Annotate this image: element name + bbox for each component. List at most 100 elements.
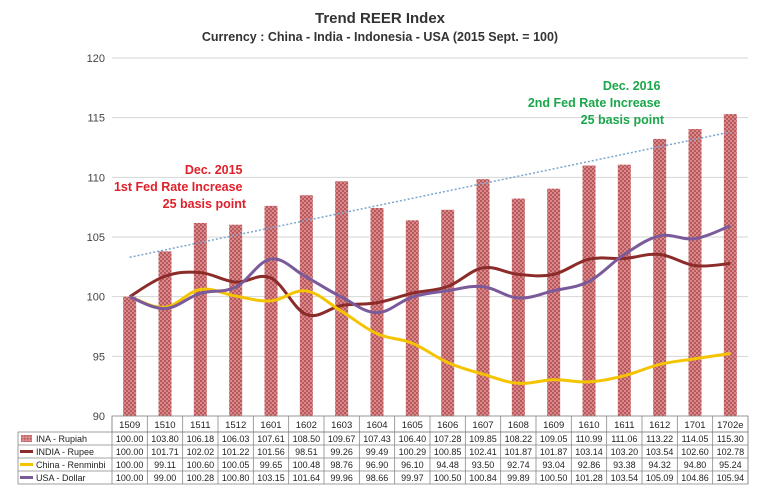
line-china-renminbi [129,287,731,385]
table-value: 92.74 [507,460,530,470]
x-tick-label: 1510 [154,420,175,431]
bar-1512 [229,224,243,416]
table-value: 100.80 [222,473,250,483]
table-value: 100.85 [434,447,462,457]
table-value: 101.22 [222,447,250,457]
table-value: 106.40 [399,434,427,444]
bar-1611 [617,164,631,416]
table-value: 96.10 [401,460,424,470]
annotation-dec-2016: Dec. 2016 2nd Fed Rate Increase 25 basis… [528,79,665,127]
annotation-dec-2015-line3: 25 basis point [163,197,247,211]
bar-1701 [688,129,702,416]
bar-1601 [264,205,278,416]
table-value: 103.54 [611,473,639,483]
table-value: 100.48 [293,460,321,470]
bar-1602 [299,195,313,416]
bar-1510 [158,251,172,416]
x-tick-label: 1605 [402,420,423,431]
x-tick-label: 1603 [331,420,352,431]
table-value: 106.18 [187,434,215,444]
table-value: 100.84 [469,473,497,483]
table-value: 100.00 [116,434,144,444]
table-value: 93.50 [472,460,495,470]
x-tick-label: 1511 [190,420,210,431]
bar-1608 [511,198,525,416]
table-value: 101.71 [151,447,179,457]
table-value: 94.48 [436,460,459,470]
table-value: 100.00 [116,447,144,457]
table-value: 109.67 [328,434,356,444]
y-axis: 90 95 100 105 110 115 120 [87,53,105,423]
table-value: 107.61 [257,434,285,444]
table-value: 102.41 [469,447,497,457]
table-value: 94.32 [648,460,671,470]
table-value: 98.76 [330,460,353,470]
table-value: 100.29 [399,447,427,457]
trendline [129,131,731,259]
x-tick-label: 1602 [296,420,317,431]
chart-title: Trend REER Index [315,10,446,27]
table-value: 99.65 [260,460,283,470]
table-value: 103.54 [646,447,674,457]
table-value: 101.87 [540,447,568,457]
table-value: 103.15 [257,473,285,483]
x-tick-label: 1606 [437,420,458,431]
table-value: 114.05 [682,434,709,444]
bar-1702e [723,114,737,416]
table-value: 98.51 [295,447,318,457]
annotation-dec-2016-line3: 25 basis point [581,113,665,127]
annotation-dec-2015-line1: Dec. 2015 [185,163,243,177]
x-tick-label: 1608 [508,420,529,431]
table-value: 100.50 [540,473,568,483]
table-value: 101.28 [575,473,603,483]
table-value: 106.03 [222,434,250,444]
data-table: 1509 1510 1511 1512 1601 1602 1603 1604 1605 1606… [17,415,749,485]
annotation-dec-2015-line2: 1st Fed Rate Increase [114,180,243,194]
x-tick-label: 1609 [543,420,564,431]
x-tick-label: 1607 [472,420,493,431]
table-value: 102.60 [681,447,709,457]
table-value: 93.04 [542,460,565,470]
table-value: 101.64 [293,473,321,483]
x-tick-label: 1611 [614,420,634,431]
legend-label: China - Renminbi [36,460,106,470]
bar-1607 [476,179,490,416]
bar-1610 [582,165,596,416]
y-tick-label: 90 [93,411,105,423]
table-value: 94.80 [684,460,707,470]
table-value: 111.06 [611,434,637,444]
table-value: 95.24 [719,460,742,470]
annotation-dec-2015: Dec. 2015 1st Fed Rate Increase 25 basis… [114,163,247,211]
line-series [128,224,731,385]
table-value: 102.02 [187,447,215,457]
bar-1605 [405,220,419,416]
y-tick-label: 110 [87,172,105,184]
line-india-rupee [128,252,731,318]
table-value: 100.00 [116,460,144,470]
bar-1509 [123,296,137,416]
bar-1511 [193,222,207,416]
table-value: 99.00 [154,473,177,483]
table-value: 103.14 [575,447,603,457]
table-value: 99.11 [154,460,176,470]
table-value: 113.22 [646,434,673,444]
table-value: 104.86 [681,473,709,483]
x-tick-label: 1601 [260,420,281,431]
x-tick-label: 1701 [684,420,705,431]
legend-label: INDIA - Rupee [36,447,94,457]
table-value: 100.05 [222,460,250,470]
x-tick-label: 1512 [225,420,246,431]
gridlines [112,57,748,417]
annotation-dec-2016-line2: 2nd Fed Rate Increase [528,96,661,110]
table-value: 98.66 [366,473,389,483]
x-tick-label: 1610 [578,420,599,431]
table-value: 105.09 [646,473,674,483]
table-value: 100.00 [116,473,144,483]
table-value: 100.28 [187,473,215,483]
table-value: 101.56 [257,447,285,457]
table-value: 101.87 [505,447,533,457]
table-value: 105.94 [717,473,745,483]
table-value: 108.50 [293,434,321,444]
table-value: 99.89 [507,473,530,483]
